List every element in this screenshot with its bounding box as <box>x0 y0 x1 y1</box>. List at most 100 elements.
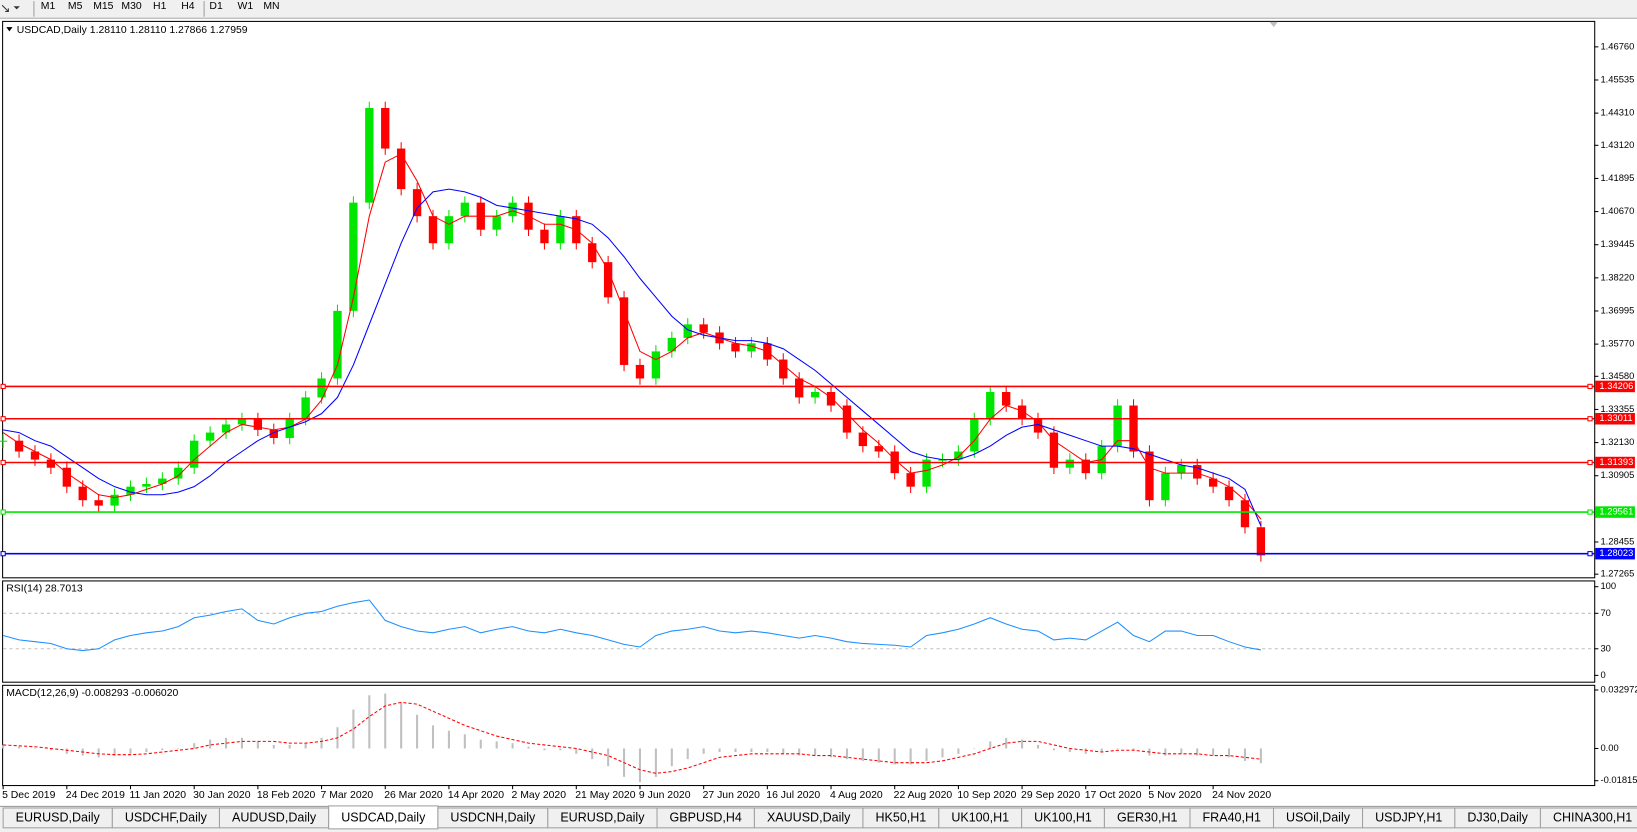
macd-bar <box>447 730 450 749</box>
y-tick-label: 1.41895 <box>1600 172 1634 183</box>
macd-bar <box>463 734 466 749</box>
macd-bar <box>718 748 721 753</box>
timeframe-button[interactable]: H4 <box>181 1 195 12</box>
tab-label[interactable]: FRA40,H1 <box>1203 811 1261 825</box>
x-tick-label: 29 Sep 2020 <box>1021 790 1080 801</box>
macd-bar <box>925 748 928 761</box>
y-tick-label: 1.34580 <box>1600 370 1634 381</box>
macd-bar <box>400 702 403 749</box>
candle <box>1129 405 1138 452</box>
candle <box>938 459 947 461</box>
x-tick-label: 9 Jun 2020 <box>639 790 691 801</box>
tab-label[interactable]: UK100,H1 <box>951 811 1009 825</box>
title-arrow <box>6 27 13 32</box>
candle <box>779 359 788 379</box>
y-tick-label: 1.28455 <box>1600 535 1634 546</box>
tab-label[interactable]: EURUSD,Daily <box>16 811 101 825</box>
cursor-icon[interactable] <box>1 4 9 13</box>
timeframe-button[interactable]: M15 <box>93 1 113 12</box>
candle <box>556 216 565 244</box>
candle <box>30 451 40 460</box>
macd-bar <box>1084 748 1087 754</box>
x-tick-label: 7 Mar 2020 <box>321 790 374 801</box>
tab-label[interactable]: USDJPY,H1 <box>1375 811 1442 825</box>
candle <box>667 337 676 352</box>
timeframe-button[interactable]: W1 <box>238 1 254 12</box>
tab-label[interactable]: XAUUSD,Daily <box>767 811 851 825</box>
macd-bar <box>145 748 148 753</box>
tab-label[interactable]: EURUSD,Daily <box>560 811 645 825</box>
timeframe-button[interactable]: MN <box>263 1 279 12</box>
y-tick-label: 1.40670 <box>1600 205 1634 216</box>
macd-bar <box>845 748 848 760</box>
macd-bar <box>304 743 307 749</box>
timeframe-button[interactable]: M5 <box>68 1 83 12</box>
macd-bar <box>861 748 864 761</box>
tab-label[interactable]: GBPUSD,H4 <box>670 811 742 825</box>
candle <box>1081 459 1090 474</box>
x-tick-label: 11 Jan 2020 <box>129 790 186 801</box>
candle <box>906 473 915 487</box>
macd-bar <box>1196 748 1199 756</box>
candle <box>205 432 215 441</box>
level-label: 1.33011 <box>1599 412 1632 423</box>
tab-label[interactable]: USDCHF,Daily <box>125 811 208 825</box>
candle <box>221 424 231 433</box>
tab-label[interactable]: UK100,H1 <box>1034 811 1092 825</box>
macd-bar <box>734 748 737 753</box>
candle <box>619 297 629 365</box>
level-label-box <box>1595 413 1635 425</box>
candle <box>731 343 740 352</box>
timeframe-button[interactable]: H1 <box>153 1 167 12</box>
moving-average <box>2 153 1262 520</box>
candle <box>1001 391 1011 406</box>
macd-bar <box>1132 748 1135 751</box>
candle <box>444 216 454 244</box>
chart-title: USDCAD,Daily <box>17 25 88 36</box>
toolbar <box>0 0 1637 19</box>
level-label-box <box>1595 547 1635 560</box>
tab-label[interactable]: USOil,Daily <box>1286 811 1351 825</box>
tab-label[interactable]: AUDUSD,Daily <box>232 811 317 825</box>
level-anchor <box>1587 551 1593 557</box>
tab-label[interactable]: USDCNH,Daily <box>450 811 536 825</box>
y-tick-label: 1.27265 <box>1600 568 1634 579</box>
tab-label[interactable]: DJ30,Daily <box>1467 811 1528 825</box>
candle <box>269 429 278 438</box>
tab-label[interactable]: USDCAD,Daily <box>341 811 426 825</box>
macd-bar <box>177 748 180 750</box>
candle <box>699 324 708 333</box>
macd-bar <box>957 748 960 754</box>
candle <box>954 451 963 460</box>
macd-bar <box>638 748 642 783</box>
y-tick-label: 1.43120 <box>1600 139 1634 150</box>
candle <box>540 229 549 244</box>
macd-bar <box>1036 744 1040 749</box>
y-tick-label: 1.46760 <box>1600 40 1634 51</box>
x-tick-label: 17 Oct 2020 <box>1085 790 1142 801</box>
level-anchor <box>1587 459 1593 466</box>
dropdown-icon[interactable] <box>13 6 20 10</box>
candle <box>158 478 167 484</box>
y-tick-label: 0 <box>1600 669 1605 680</box>
x-tick-label: 24 Nov 2020 <box>1212 790 1271 801</box>
x-tick-label: 21 May 2020 <box>575 790 635 801</box>
macd-bar <box>766 748 769 753</box>
rsi-title: RSI(14) 28.7013 <box>6 584 83 595</box>
candle <box>651 351 661 379</box>
y-tick-label: 1.35770 <box>1600 338 1634 349</box>
timeframe-button[interactable]: M30 <box>121 1 141 12</box>
tab-label[interactable]: CHINA300,H1 <box>1553 811 1632 825</box>
timeframe-button[interactable]: M1 <box>41 1 56 12</box>
tab-label[interactable]: GER30,H1 <box>1117 811 1178 825</box>
macd-bar <box>686 748 689 760</box>
candle <box>253 419 263 430</box>
macd-bar <box>591 748 594 760</box>
tab[interactable] <box>1539 807 1637 829</box>
tab-label[interactable]: HK50,H1 <box>875 811 926 825</box>
level-label: 1.29561 <box>1599 506 1633 517</box>
macd-bar <box>272 744 275 749</box>
rsi-line <box>2 599 1261 652</box>
candle <box>396 148 406 190</box>
timeframe-button[interactable]: D1 <box>209 1 223 12</box>
